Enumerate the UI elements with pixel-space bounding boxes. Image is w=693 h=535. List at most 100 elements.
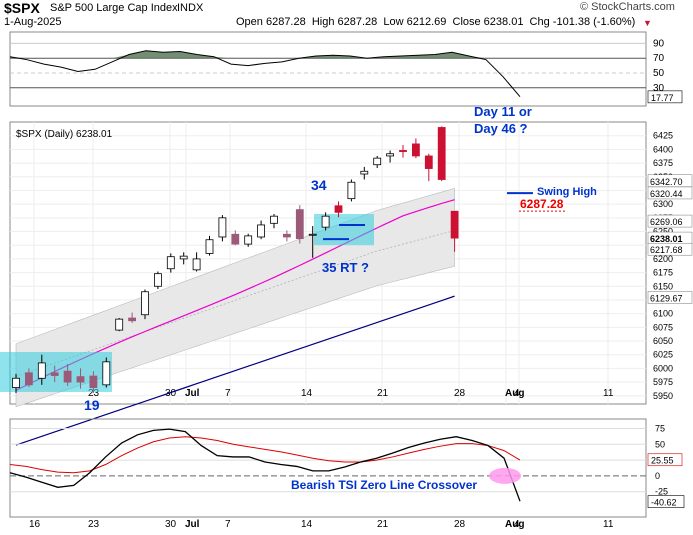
price-tick-label: 6300 [653, 199, 673, 209]
chart-date: 1-Aug-2025 [4, 16, 62, 28]
candle [153, 273, 162, 287]
price-x-label: 11 [603, 388, 614, 399]
annotation-swing-high: Swing High [537, 186, 597, 198]
candle [37, 362, 46, 379]
tsi-signal-line [9, 436, 521, 474]
annotation-day11: Day 11 or [474, 104, 532, 119]
price-tick-label: 6250 [653, 227, 673, 237]
rsi-current-value: 17.77 [651, 93, 674, 103]
tsi-x-label: 7 [225, 519, 231, 530]
price-tick-label: 6175 [653, 268, 673, 278]
price-x-label: 14 [301, 388, 313, 399]
candle [244, 235, 253, 245]
rsi-tick-label: 30 [653, 83, 665, 94]
annotation-35rt: 35 RT ? [322, 260, 369, 275]
candle [50, 372, 59, 376]
index-name: S&P 500 Large Cap Index [50, 2, 178, 14]
candle [63, 370, 72, 383]
tsi-annotation: Bearish TSI Zero Line Crossover [291, 478, 477, 492]
tsi-x-label: 30 [165, 519, 177, 530]
price-tick-label: 6425 [653, 131, 673, 141]
candle [205, 239, 214, 254]
tsi-tick-label: 50 [655, 439, 665, 449]
candle [270, 215, 278, 224]
price-tick-label: 6000 [653, 363, 673, 373]
annotation-6287: 6287.28 [520, 197, 564, 211]
price-value-label: 6238.01 [650, 234, 683, 244]
candle [373, 157, 382, 166]
price-value-box [647, 291, 693, 304]
candle [386, 153, 395, 157]
price-value-box [647, 214, 693, 228]
candle [89, 375, 98, 388]
tsi-value: -40.62 [651, 498, 677, 508]
price-value-label: 6129.67 [650, 293, 683, 303]
price-x-label: 30 [165, 388, 177, 399]
candle [282, 233, 291, 238]
candle [24, 372, 33, 386]
rsi-tick-label: 50 [653, 68, 665, 79]
candle [218, 217, 227, 238]
price-tick-label: 6150 [653, 281, 673, 291]
rsi-panel-frame [9, 31, 647, 107]
tsi-panel-frame [9, 418, 647, 518]
symbol: $SPX [4, 0, 40, 16]
tsi-value-box [647, 495, 685, 508]
price-tick-label: 6050 [653, 336, 673, 346]
tsi-x-label: 28 [454, 519, 466, 530]
tsi-tick-label: 0 [655, 471, 660, 481]
price-tick-label: 6100 [653, 309, 673, 319]
candle [399, 150, 407, 152]
candle [450, 210, 459, 239]
price-tick-label: 6400 [653, 144, 673, 154]
tsi-x-label: 21 [377, 519, 389, 530]
price-value-label: 6342.70 [650, 177, 683, 187]
price-tick-label: 5975 [653, 377, 673, 387]
tsi-x-label: 4 [514, 519, 520, 530]
candle [437, 127, 446, 180]
price-legend: $SPX (Daily) 6238.01 [16, 129, 113, 140]
price-tick-label: 6025 [653, 350, 673, 360]
candle [115, 318, 124, 331]
watermark: © StockCharts.com [580, 1, 675, 13]
candle [424, 155, 433, 169]
candle [76, 376, 85, 383]
rsi-tick-label: 90 [653, 38, 665, 49]
candle [334, 205, 343, 213]
candle [231, 233, 240, 245]
price-panel-frame [9, 121, 647, 405]
price-tick-label: 6200 [653, 254, 673, 264]
price-value-label: 6320.44 [650, 189, 683, 199]
candle [128, 317, 137, 322]
candle [308, 233, 317, 236]
candle [257, 224, 266, 238]
tsi-x-label: Jul [185, 519, 200, 530]
annotation-19: 19 [84, 397, 100, 413]
tsi-x-label: Aug [505, 519, 524, 530]
price-value-label: 6269.06 [650, 217, 683, 227]
price-tick-label: 6375 [653, 158, 673, 168]
candle [360, 170, 369, 175]
price-x-label: Jul [185, 388, 200, 399]
rsi-line [9, 50, 521, 98]
price-tick-label: 5950 [653, 391, 673, 401]
candle [179, 255, 188, 260]
tsi-x-label: 23 [88, 519, 100, 530]
candle [141, 291, 149, 316]
rsi-current-value-box [647, 90, 683, 104]
down-arrow-icon: ▼ [643, 18, 652, 28]
annotation-day46: Day 46 ? [474, 121, 528, 136]
tsi-tick-label: 75 [655, 423, 665, 433]
candle [102, 361, 111, 386]
candle [166, 256, 175, 270]
candle [411, 143, 420, 157]
tsi-x-label: 11 [603, 519, 614, 530]
candle [321, 215, 330, 228]
tsi-signal-value: 25.55 [651, 456, 674, 466]
price-value-label: 6217.68 [650, 245, 683, 255]
tsi-signal-value-box [647, 453, 683, 467]
candle [347, 181, 356, 200]
price-x-label: 28 [454, 388, 466, 399]
price-value-box [647, 242, 693, 256]
